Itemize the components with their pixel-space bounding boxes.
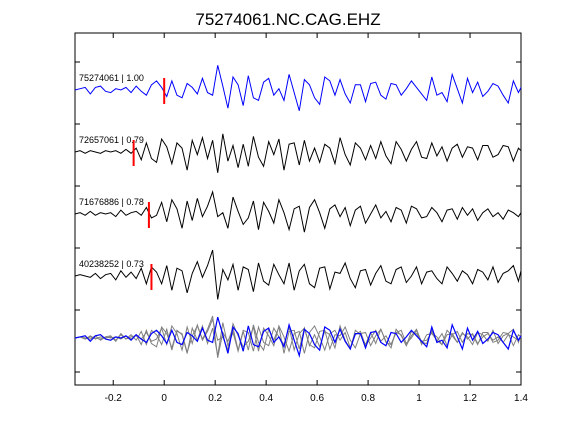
x-tick-label: 1 [416, 393, 422, 404]
x-tick-label: 0.6 [310, 393, 324, 404]
x-tick-label: 0.4 [259, 393, 273, 404]
plot-frame [74, 32, 522, 386]
trace-label-4: 40238252 | 0.73 [79, 259, 144, 269]
x-tick-label: 1.4 [514, 393, 528, 404]
trace-stack [74, 65, 522, 300]
chart-title: 75274061.NC.CAG.EHZ [195, 10, 380, 29]
y-axis-ticks [75, 61, 521, 373]
x-tick-label: 0.2 [208, 393, 222, 404]
overlay-stack [74, 315, 522, 358]
x-tick-label: 0.8 [361, 393, 375, 404]
x-tick-label: 1.2 [463, 393, 477, 404]
overlay-trace-reference [74, 316, 522, 358]
x-tick-label: 0 [161, 393, 167, 404]
trace-label-2: 72657061 | 0.79 [79, 135, 144, 145]
waveform-trace-1 [74, 65, 522, 111]
trace-label-3: 71676886 | 0.78 [79, 197, 144, 207]
waveform-trace-4 [74, 249, 522, 300]
overlay-trace-4 [74, 315, 522, 358]
x-tick-label: -0.2 [105, 393, 123, 404]
trace-labels: 75274061 | 1.00 72657061 | 0.79 71676886 |… [79, 73, 144, 269]
trace-label-1: 75274061 | 1.00 [79, 73, 144, 83]
overlay-trace-3 [74, 317, 522, 354]
waveform-trace-2 [74, 133, 522, 173]
x-axis-ticks: -0.2 0 0.2 0.4 0.6 0.8 1 1.2 1.4 [105, 33, 528, 404]
